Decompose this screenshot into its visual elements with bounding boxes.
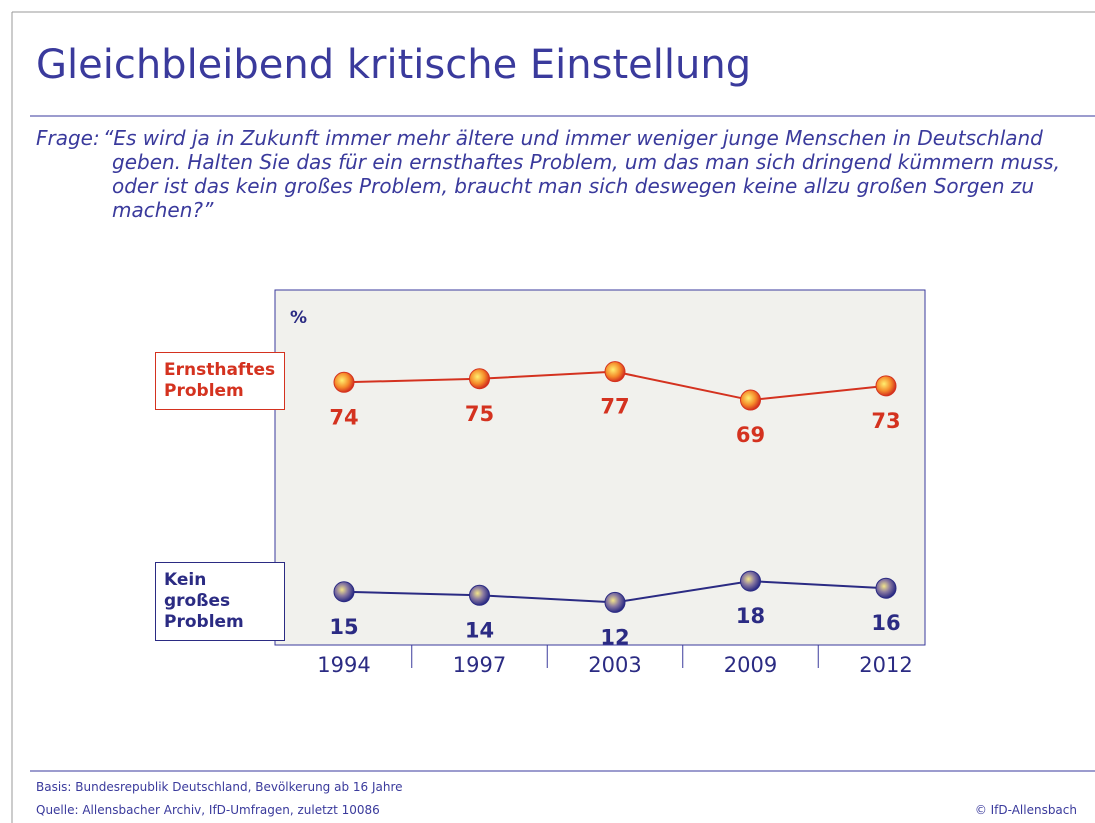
legend-entry: Kein großes Problem — [155, 562, 285, 641]
plot-area — [274, 289, 926, 646]
x-tick-label: 2012 — [859, 653, 912, 677]
data-label: 14 — [465, 618, 494, 642]
copyright: © IfD-Allensbach — [974, 803, 1077, 817]
question-label: Frage: — [36, 126, 100, 150]
y-axis-label: % — [290, 308, 307, 328]
source: Quelle: Allensbacher Archiv, IfD-Umfrage… — [36, 803, 380, 817]
data-label: 69 — [736, 423, 765, 447]
question: “Es wird ja in Zukunft immer mehr ältere… — [103, 126, 1060, 222]
point — [333, 581, 355, 603]
legend-entry: Ernsthaftes Problem — [155, 352, 285, 410]
point — [740, 389, 761, 411]
title: Gleichbleibend kritische Einstellung — [36, 42, 752, 88]
data-label: 15 — [329, 615, 358, 639]
point — [875, 375, 897, 397]
data-label: 74 — [329, 405, 358, 429]
point — [604, 591, 626, 613]
point — [604, 361, 626, 383]
data-label: 73 — [871, 409, 900, 433]
point — [333, 371, 355, 393]
point — [875, 577, 897, 599]
basis: Basis: Bundesrepublik Deutschland, Bevöl… — [36, 780, 403, 794]
point — [469, 368, 490, 390]
data-label: 77 — [600, 395, 629, 419]
point — [469, 584, 490, 606]
data-label: 12 — [600, 625, 629, 649]
x-tick-label: 1994 — [317, 653, 370, 677]
x-tick-label: 2009 — [724, 653, 777, 677]
point — [740, 570, 761, 592]
x-tick-label: 2003 — [588, 653, 641, 677]
data-label: 16 — [871, 611, 900, 635]
data-label: 18 — [736, 604, 765, 628]
data-label: 75 — [465, 402, 494, 426]
x-tick-label: 1997 — [453, 653, 506, 677]
